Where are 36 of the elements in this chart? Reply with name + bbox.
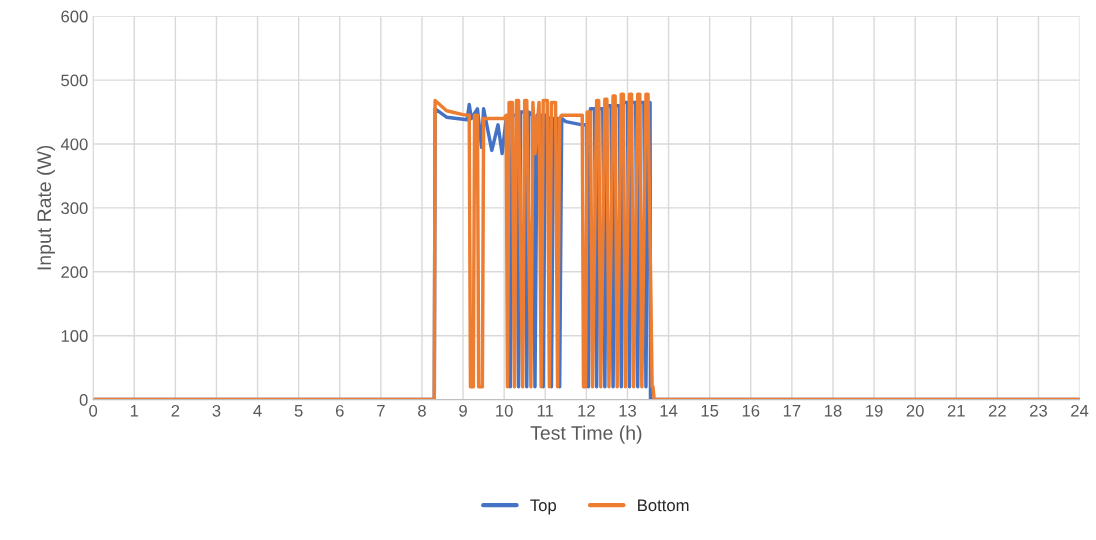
x-tick-label: 11 — [537, 405, 554, 417]
x-tick-label: 12 — [578, 404, 595, 417]
y-tick-label: 300 — [61, 202, 88, 215]
x-tick-label: 18 — [824, 404, 842, 417]
x-tick-label: 16 — [742, 404, 760, 417]
y-axis-title: Input Rate (W) — [36, 145, 55, 270]
x-tick-label: 14 — [660, 405, 678, 417]
x-tick-label: 19 — [866, 404, 883, 417]
x-tick-label: 9 — [459, 404, 467, 417]
x-tick-label: 23 — [1030, 404, 1047, 417]
y-tick-label: 600 — [61, 10, 88, 23]
x-tick-label: 22 — [988, 404, 1006, 417]
y-tick-label: 100 — [61, 330, 88, 342]
x-tick-label: 7 — [377, 405, 385, 417]
x-tick-label: 5 — [294, 405, 303, 417]
y-tick-label: 500 — [61, 74, 88, 87]
y-tick-label: 200 — [61, 266, 88, 278]
x-tick-label: 10 — [496, 404, 513, 417]
x-tick-label: 0 — [89, 404, 98, 417]
x-tick-label: 24 — [1071, 404, 1089, 417]
x-tick-label: 21 — [947, 404, 965, 417]
legend-label: Bottom — [638, 499, 689, 512]
x-tick-label: 3 — [212, 404, 221, 417]
x-tick-label: 4 — [253, 405, 262, 417]
x-tick-label: 6 — [335, 404, 344, 417]
x-tick-label: 17 — [783, 405, 801, 417]
y-tick-label: 400 — [60, 138, 88, 151]
x-tick-label: 1 — [130, 405, 139, 417]
legend-label: Top — [530, 499, 557, 515]
y-tick-label: 0 — [79, 394, 88, 406]
x-tick-label: 15 — [701, 405, 719, 417]
x-tick-label: 2 — [171, 404, 180, 417]
x-tick-label: 13 — [619, 404, 636, 417]
x-axis-title: Test Time (h) — [530, 425, 642, 444]
x-tick-label: 20 — [906, 404, 924, 417]
x-tick-label: 8 — [418, 404, 426, 417]
